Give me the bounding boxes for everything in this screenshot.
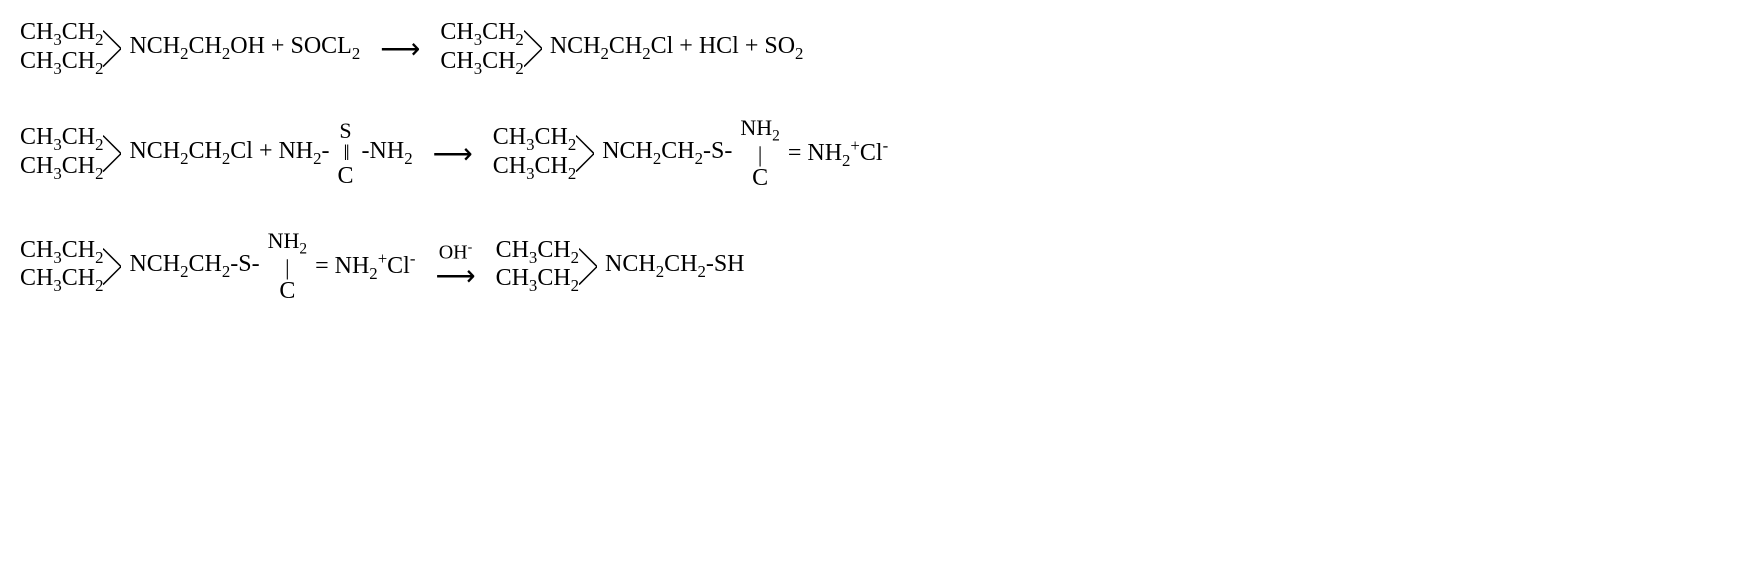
stack-bot: C bbox=[279, 279, 295, 303]
stack-bot: C bbox=[338, 164, 354, 188]
product-branch: CH3CH2 CH3CH2 bbox=[440, 20, 541, 77]
isothiouronium-group: NH2 | C bbox=[268, 230, 307, 303]
stack-top: S bbox=[339, 120, 351, 142]
reactant-formula: NCH2CH2OH + SOCL2 bbox=[129, 33, 360, 64]
branch-bot: CH3CH2 bbox=[20, 266, 103, 295]
reaction-arrow: ⟶ bbox=[421, 137, 485, 171]
reaction-arrow: ⟶ bbox=[368, 32, 432, 66]
product-formula: NCH2CH2-SH bbox=[605, 251, 744, 282]
branch-top: CH3CH2 bbox=[20, 238, 103, 267]
stack-bot: C bbox=[752, 166, 768, 190]
product-formula: NCH2CH2-S- bbox=[602, 138, 732, 169]
reaction-arrow: ⟶ bbox=[423, 259, 487, 293]
double-bond: ‖ bbox=[343, 142, 347, 164]
product-formula: NCH2CH2Cl + HCl + SO2 bbox=[550, 33, 804, 64]
branch-top: CH3CH2 bbox=[493, 125, 576, 154]
reactant-tail: = NH2+Cl- bbox=[315, 249, 415, 284]
reactant-formula: NCH2CH2Cl + NH2- bbox=[129, 138, 329, 169]
branch-bot: CH3CH2 bbox=[496, 266, 579, 295]
branch-top: CH3CH2 bbox=[20, 125, 103, 154]
branch-top: CH3CH2 bbox=[20, 20, 103, 49]
reaction-arrow-labeled: OH- ⟶ bbox=[423, 240, 487, 293]
bond-lines bbox=[524, 20, 542, 77]
reaction-scheme: CH3CH2 CH3CH2 NCH2CH2OH + SOCL2 ⟶ CH3CH2… bbox=[20, 20, 1725, 303]
single-bond: | bbox=[285, 257, 289, 279]
branch-bot: CH3CH2 bbox=[493, 154, 576, 183]
branch-bot: CH3CH2 bbox=[440, 49, 523, 78]
product-branch: CH3CH2 CH3CH2 bbox=[496, 238, 597, 295]
stack-top: NH2 bbox=[268, 230, 307, 257]
branch-top: CH3CH2 bbox=[496, 238, 579, 267]
bond-lines bbox=[576, 125, 594, 182]
stack-top: NH2 bbox=[740, 117, 779, 144]
single-bond: | bbox=[758, 144, 762, 166]
reactant-formula: NCH2CH2-S- bbox=[129, 251, 259, 282]
reactant-branch: CH3CH2 CH3CH2 bbox=[20, 125, 121, 182]
branch-bot: CH3CH2 bbox=[20, 154, 103, 183]
branch-top: CH3CH2 bbox=[440, 20, 523, 49]
bond-lines bbox=[103, 20, 121, 77]
reactant-branch: CH3CH2 CH3CH2 bbox=[20, 238, 121, 295]
reaction-2: CH3CH2 CH3CH2 NCH2CH2Cl + NH2- S ‖ C -NH… bbox=[20, 117, 1725, 190]
bond-lines bbox=[103, 125, 121, 182]
thiourea-group: S ‖ C bbox=[338, 120, 354, 188]
isothiouronium-group: NH2 | C bbox=[740, 117, 779, 190]
reactant-branch: CH3CH2 CH3CH2 bbox=[20, 20, 121, 77]
reactant-tail: -NH2 bbox=[362, 138, 413, 169]
reaction-3: CH3CH2 CH3CH2 NCH2CH2-S- NH2 | C = NH2+C… bbox=[20, 230, 1725, 303]
product-tail: = NH2+Cl- bbox=[788, 136, 888, 171]
bond-lines bbox=[579, 238, 597, 295]
reaction-1: CH3CH2 CH3CH2 NCH2CH2OH + SOCL2 ⟶ CH3CH2… bbox=[20, 20, 1725, 77]
branch-bot: CH3CH2 bbox=[20, 49, 103, 78]
bond-lines bbox=[103, 238, 121, 295]
product-branch: CH3CH2 CH3CH2 bbox=[493, 125, 594, 182]
